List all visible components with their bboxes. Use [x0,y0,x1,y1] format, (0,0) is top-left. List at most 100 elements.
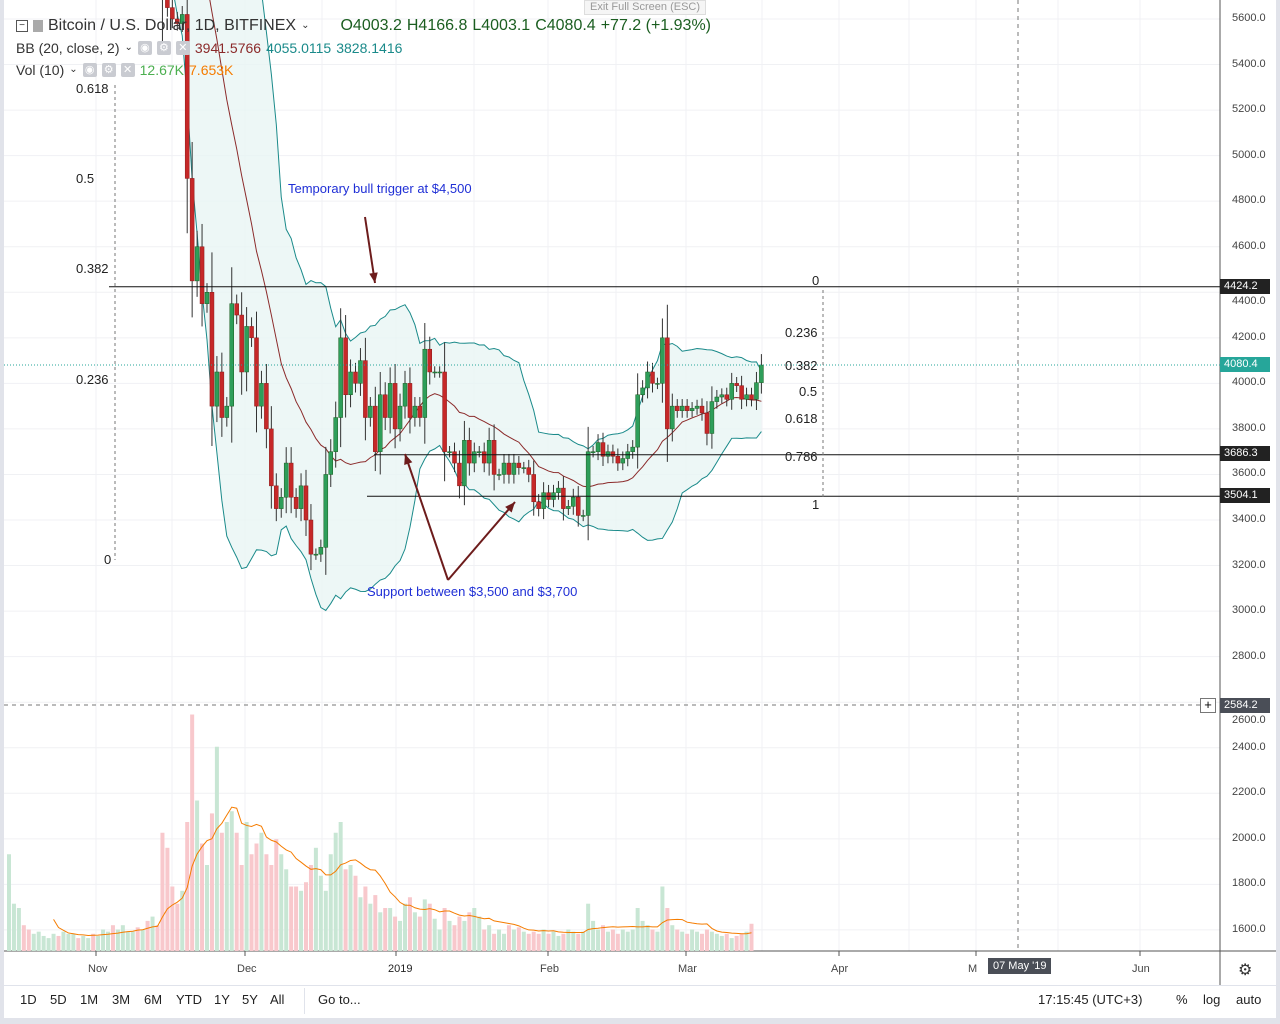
close-icon[interactable]: ✕ [120,63,135,77]
volume-bar [304,882,308,951]
flag-icon[interactable] [33,20,43,32]
bull-trigger-note[interactable]: Temporary bull trigger at $4,500 [288,181,472,196]
eye-icon[interactable]: ◉ [137,41,152,55]
volume-bar [467,912,472,951]
volume-bar [690,929,695,951]
support-note[interactable]: Support between $3,500 and $3,700 [367,584,578,599]
chevron-down-icon[interactable]: ⌄ [301,20,310,31]
volume-bar [497,929,502,951]
add-plus-icon[interactable]: + [1200,698,1216,713]
candle-body [709,401,715,434]
candle-body [660,337,665,384]
candle-body [165,0,170,8]
fib-left-level: 0.5 [76,171,95,186]
volume-bar [234,832,239,951]
exit-fullscreen-button[interactable]: Exit Full Screen (ESC) [584,0,707,15]
candle-body [397,405,403,430]
candle-body [610,451,616,457]
volume-bar [610,929,615,951]
volume-bar [115,929,120,951]
candle-body [749,394,754,400]
candle-body [417,405,423,418]
volume-bar [86,938,91,951]
volume-bar [719,935,724,951]
candle-body [328,451,333,475]
candle-body [655,383,660,385]
range-button-1m[interactable]: 1M [80,992,99,1007]
settings-gear-icon[interactable]: ⚙ [1238,962,1253,979]
range-button-1y[interactable]: 1Y [214,992,230,1007]
price-tick: 4800.0 [1232,194,1266,207]
vol-ma-value: 7.653K [189,62,234,78]
volume-bar [591,920,596,951]
bb-label[interactable]: BB (20, close, 2) [16,40,120,56]
chevron-down-icon[interactable]: ⌄ [124,42,133,53]
candle-body [704,412,710,434]
candle-body [541,492,546,509]
volume-bar [155,925,160,951]
range-button-all[interactable]: All [270,992,285,1007]
vol-legend: Vol (10) ⌄ ◉ ⚙ ✕ 12.67K 7.653K [16,62,233,78]
symbol-legend: − Bitcoin / U.S. Dollar, 1D, BITFINEX ⌄ O… [16,17,711,35]
range-button-5d[interactable]: 5D [50,992,67,1007]
crosshair-date-label: 07 May '19 [988,958,1052,974]
symbol-title[interactable]: Bitcoin / U.S. Dollar, 1D, BITFINEX [48,17,297,34]
volume-bar [655,931,660,951]
range-button-6m[interactable]: 6M [144,992,163,1007]
bb-fill [174,0,762,611]
candle-body [754,382,759,400]
candle-body [204,292,210,304]
volume-bar [294,886,299,951]
price-tick: 4000.0 [1232,376,1266,389]
candle-body [620,458,626,464]
price-tick: 2800.0 [1232,649,1266,662]
fib-left-level: 0 [104,552,112,567]
gear-icon[interactable]: ⚙ [101,63,116,77]
percent-toggle[interactable]: % [1176,992,1188,1007]
volume-bar [700,933,704,951]
volume-bar [472,908,477,951]
chart-canvas[interactable] [4,0,1276,1018]
goto-button[interactable]: Go to... [318,992,361,1007]
auto-toggle[interactable]: auto [1236,992,1262,1007]
candle-body [650,371,655,384]
candle-body [194,246,200,282]
volume-bar [724,933,729,951]
range-button-ytd[interactable]: YTD [176,992,202,1007]
volume-bar [526,933,531,951]
vol-label[interactable]: Vol (10) [16,62,65,78]
chevron-down-icon[interactable]: ⌄ [69,64,78,75]
volume-bar [680,931,685,951]
candle-body [729,383,734,400]
candle-body [269,428,274,487]
candle-body [457,462,462,487]
volume-bar [546,933,551,951]
range-button-3m[interactable]: 3M [112,992,131,1007]
fib-right-level: 0.5 [799,384,818,400]
log-toggle[interactable]: log [1203,992,1221,1007]
volume-bar [26,929,31,951]
volume-bar [338,822,343,951]
candle-body [516,462,522,468]
gear-icon[interactable]: ⚙ [156,41,171,55]
range-button-5y[interactable]: 5Y [242,992,258,1007]
volume-bar [502,933,506,951]
candle-body [699,405,705,414]
time-tick: Jun [1132,963,1150,975]
volume-bar [576,933,581,951]
open-value: O4003.2 [340,17,402,34]
price-label-4424: 4424.2 [1220,279,1270,294]
volume-bar [71,933,76,951]
volume-bar [279,854,284,951]
last-price-label: 4080.4 [1220,357,1270,372]
volume-bar [601,925,605,951]
candle-body [437,371,442,374]
eye-icon[interactable]: ◉ [82,63,97,77]
close-icon[interactable]: ✕ [175,41,190,55]
candle-body [368,405,373,418]
volume-bar [195,800,200,951]
price-tick: 3800.0 [1232,421,1266,434]
range-button-1d[interactable]: 1D [20,992,37,1007]
collapse-icon[interactable]: − [16,20,28,32]
candle-body [244,326,249,373]
